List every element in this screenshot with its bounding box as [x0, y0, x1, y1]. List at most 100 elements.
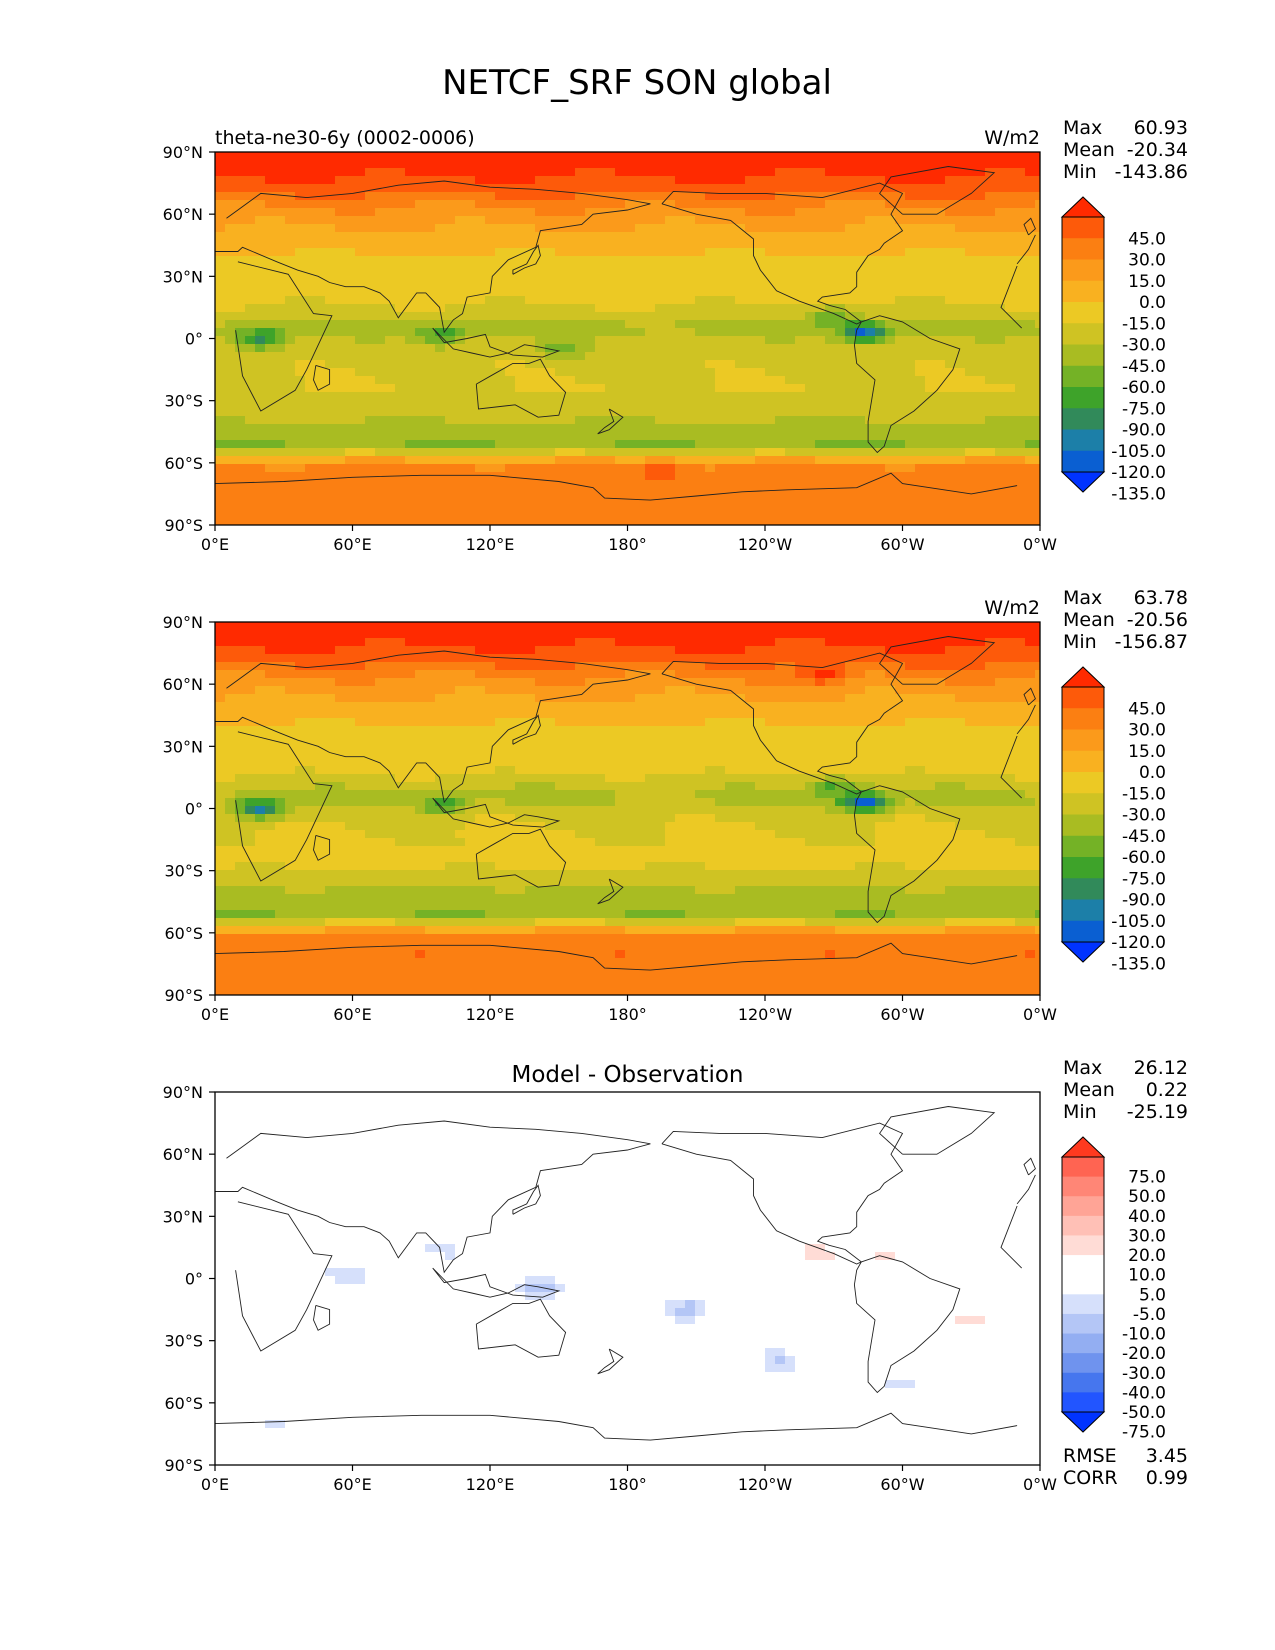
field-cell — [735, 686, 746, 695]
field-cell — [955, 256, 966, 265]
field-cell — [825, 344, 836, 353]
field-cell — [595, 312, 606, 321]
field-cell — [565, 440, 576, 449]
field-cell — [525, 160, 536, 169]
field-cell — [635, 654, 646, 663]
field-cell — [285, 296, 296, 305]
field-cell — [755, 232, 766, 241]
field-cell — [455, 200, 466, 209]
field-cell — [955, 440, 966, 449]
field-cell — [875, 464, 886, 473]
field-cell — [605, 694, 616, 703]
field-cell — [575, 670, 586, 679]
field-cell — [905, 472, 916, 481]
field-cell — [245, 416, 256, 425]
field-cell — [615, 160, 626, 169]
field-cell — [815, 192, 826, 201]
field-cell — [395, 264, 406, 273]
field-cell — [425, 392, 436, 401]
field-cell — [345, 344, 356, 353]
field-cell — [735, 638, 746, 647]
field-cell — [775, 686, 786, 695]
field-cell — [605, 384, 616, 393]
field-cell — [525, 520, 536, 525]
field-cell — [835, 520, 846, 525]
field-cell — [555, 280, 566, 289]
field-cell — [235, 480, 246, 489]
field-cell — [1015, 702, 1026, 711]
field-cell — [575, 152, 586, 161]
field-cell — [225, 208, 236, 217]
field-cell — [235, 376, 246, 385]
field-cell — [335, 646, 346, 655]
field-cell — [475, 336, 486, 345]
field-cell — [655, 670, 666, 679]
field-cell — [965, 296, 976, 305]
field-cell — [445, 176, 456, 185]
field-cell — [355, 288, 366, 297]
field-cell — [285, 512, 296, 521]
colorbar-label: 15.0 — [1128, 272, 1166, 292]
field-cell — [635, 304, 646, 313]
field-cell — [215, 368, 226, 377]
field-cell — [605, 336, 616, 345]
field-cell — [235, 416, 246, 425]
field-cell — [655, 296, 666, 305]
field-cell — [645, 248, 656, 257]
field-cell — [625, 710, 636, 719]
field-cell — [755, 448, 766, 457]
field-cell — [635, 384, 646, 393]
field-cell — [705, 662, 716, 671]
field-cell — [215, 248, 226, 257]
field-cell — [455, 392, 466, 401]
field-cell — [995, 376, 1006, 385]
field-cell — [255, 488, 266, 497]
field-cell — [525, 312, 536, 321]
field-cell — [225, 424, 236, 433]
field-cell — [255, 200, 266, 209]
field-cell — [465, 352, 476, 361]
field-cell — [455, 520, 466, 525]
field-cell — [755, 654, 766, 663]
field-cell — [945, 670, 956, 679]
field-cell — [365, 328, 376, 337]
field-cell — [685, 224, 696, 233]
field-cell — [965, 224, 976, 233]
coastline-south-america — [853, 315, 961, 454]
field-cell — [515, 168, 526, 177]
field-cell — [705, 312, 716, 321]
field-cell — [955, 384, 966, 393]
field-cell — [955, 480, 966, 489]
field-cell — [1025, 686, 1036, 695]
field-cell — [435, 216, 446, 225]
field-cell — [645, 392, 656, 401]
field-cell — [335, 320, 346, 329]
field-cell — [275, 376, 286, 385]
field-cell — [285, 646, 296, 655]
field-cell — [945, 464, 956, 473]
field-cell — [215, 400, 226, 409]
field-cell — [885, 224, 896, 233]
field-cell — [305, 432, 316, 441]
field-cell — [755, 630, 766, 639]
field-cell — [785, 638, 796, 647]
field-cell — [255, 240, 266, 249]
field-cell — [915, 344, 926, 353]
field-cell — [385, 376, 396, 385]
field-cell — [945, 280, 956, 289]
field-cell — [725, 208, 736, 217]
field-cell — [335, 304, 346, 313]
field-cell — [405, 232, 416, 241]
field-cell — [945, 504, 956, 513]
field-cell — [555, 686, 566, 695]
field-cell — [965, 702, 976, 711]
field-cell — [625, 320, 636, 329]
field-cell — [445, 152, 456, 161]
field-cell — [805, 240, 816, 249]
field-cell — [295, 488, 306, 497]
field-cell — [995, 686, 1006, 695]
field-cell — [645, 662, 656, 671]
field-cell — [585, 694, 596, 703]
field-cell — [615, 184, 626, 193]
field-cell — [505, 432, 516, 441]
